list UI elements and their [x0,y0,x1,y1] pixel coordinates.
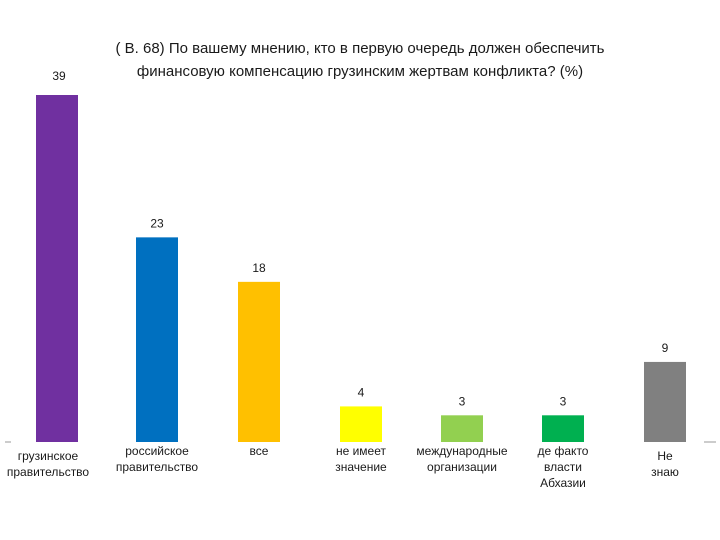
category-label-6-line-1: знаю [651,465,679,479]
chart-title-line-1: ( В. 68) По вашему мнению, кто в первую … [116,40,605,57]
category-label-2-line-0: все [250,444,269,458]
data-label-2: 18 [252,261,266,275]
category-label-0-line-0: грузинское [18,449,79,463]
category-label-0: грузинское правительство [7,449,90,479]
category-label-4: международные организации [416,444,507,474]
category-label-3: не имеет значение [335,444,387,474]
category-label-5: де факто власти Абхазии [538,444,589,490]
data-label-6: 9 [662,341,669,355]
category-label-3-line-1: значение [335,460,387,474]
bar-6 [644,361,686,442]
data-label-3: 4 [358,385,365,399]
bar-3 [340,406,382,442]
category-label-6: Не знаю [651,449,679,479]
bar-4 [441,415,483,442]
category-label-0-line-1: правительство [7,465,90,479]
bar-0 [36,95,78,442]
data-label-4: 3 [459,394,466,408]
bar-5 [542,415,584,442]
data-label-5: 3 [560,394,567,408]
bar-1 [136,237,178,442]
chart-title-line-2: финансовую компенсацию грузинским жертва… [137,63,583,80]
category-label-5-line-0: де факто [538,444,589,458]
category-label-1-line-1: правительство [116,460,199,474]
category-label-1-line-0: российское [125,444,189,458]
category-label-4-line-0: международные [416,444,507,458]
category-label-6-line-0: Не [657,449,673,463]
category-label-3-line-0: не имеет [336,444,387,458]
data-label-1: 23 [150,216,164,230]
category-label-1: российское правительство [116,444,199,474]
category-label-5-line-1: власти [544,460,582,474]
data-label-0: 39 [52,69,66,83]
category-label-2: все [250,444,269,458]
category-label-4-line-1: организации [427,460,497,474]
category-label-5-line-2: Абхазии [540,476,586,490]
bar-2 [238,281,280,442]
